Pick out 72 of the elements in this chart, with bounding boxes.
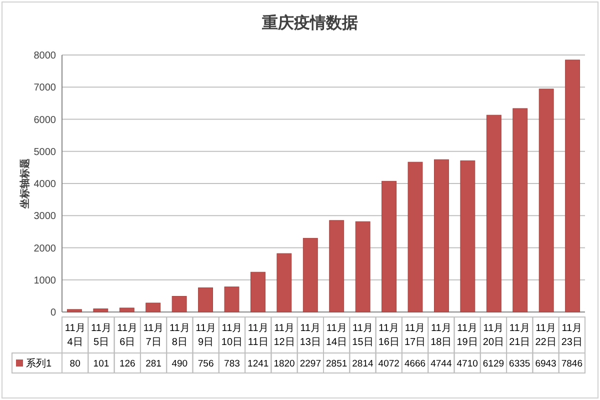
y-tick-label: 6000 bbox=[34, 114, 56, 126]
x-tick-label: 11月23日 bbox=[561, 323, 582, 348]
x-tick-label: 11月10日 bbox=[221, 323, 243, 348]
bar bbox=[250, 272, 266, 312]
x-tick-label: 11月13日 bbox=[300, 323, 321, 348]
y-tick-label: 5000 bbox=[34, 146, 56, 158]
data-label: 490 bbox=[172, 358, 188, 370]
legend-label: 系列1 bbox=[26, 358, 52, 370]
y-tick-label: 8000 bbox=[34, 50, 56, 62]
bar bbox=[302, 238, 318, 312]
x-tick-label: 11月19日 bbox=[456, 323, 478, 348]
x-tick-label: 11月16日 bbox=[378, 323, 400, 348]
x-tick-label: 11月20日 bbox=[482, 323, 504, 348]
x-tick-label: 11月15日 bbox=[352, 323, 374, 348]
x-tick-label: 11月21日 bbox=[509, 323, 530, 348]
bar bbox=[355, 221, 370, 312]
x-tick-label: 11月12日 bbox=[274, 323, 295, 348]
x-tick-label: 11月17日 bbox=[404, 323, 426, 348]
bar bbox=[408, 162, 423, 312]
data-label: 4072 bbox=[378, 358, 400, 370]
y-tick-label: 1000 bbox=[34, 275, 56, 286]
data-label: 1820 bbox=[274, 358, 295, 370]
x-tick-label: 11月9日 bbox=[196, 323, 216, 348]
data-label: 6129 bbox=[482, 358, 504, 370]
bar bbox=[276, 253, 292, 312]
bar bbox=[66, 309, 82, 312]
data-label: 783 bbox=[224, 358, 240, 370]
bar bbox=[538, 88, 554, 312]
data-label: 756 bbox=[198, 358, 214, 370]
data-label: 281 bbox=[146, 358, 162, 370]
bar bbox=[146, 302, 161, 312]
y-tick-label: 0 bbox=[50, 308, 56, 318]
bar bbox=[512, 108, 528, 312]
data-label: 6335 bbox=[509, 358, 530, 370]
y-tick-label: 3000 bbox=[34, 211, 56, 222]
data-label: 2851 bbox=[326, 358, 348, 370]
x-tick-label: 11月6日 bbox=[117, 323, 138, 348]
bar bbox=[172, 296, 187, 312]
x-tick-label: 11月4日 bbox=[64, 323, 86, 348]
data-label: 4710 bbox=[456, 358, 478, 370]
y-tick-label: 4000 bbox=[34, 179, 56, 190]
data-label: 101 bbox=[93, 358, 110, 370]
bar bbox=[329, 220, 344, 312]
bar bbox=[382, 180, 396, 312]
x-tick-label: 11月11日 bbox=[248, 323, 268, 348]
bar bbox=[119, 308, 134, 312]
bar bbox=[565, 60, 580, 312]
data-label: 126 bbox=[119, 358, 136, 370]
x-tick-label: 11月22日 bbox=[535, 323, 556, 348]
data-label: 1241 bbox=[248, 358, 269, 370]
data-label: 2297 bbox=[300, 358, 321, 370]
y-tick-label: 2000 bbox=[34, 243, 56, 254]
bar bbox=[460, 160, 476, 312]
bar bbox=[93, 308, 108, 312]
data-label: 4744 bbox=[430, 358, 452, 370]
data-label: 4666 bbox=[404, 358, 426, 370]
data-label: 6943 bbox=[535, 358, 556, 370]
data-label: 2814 bbox=[352, 358, 374, 370]
bar bbox=[434, 159, 449, 312]
bar bbox=[486, 114, 502, 312]
data-label: 80 bbox=[70, 358, 80, 370]
x-tick-label: 11月5日 bbox=[91, 323, 112, 348]
x-tick-label: 11月14日 bbox=[326, 323, 348, 348]
x-tick-label: 11月7日 bbox=[143, 323, 164, 348]
bar bbox=[224, 286, 240, 312]
chart-title: 重庆疫情数据 bbox=[261, 14, 358, 32]
y-axis-title: 坐标轴标题 bbox=[19, 158, 31, 210]
x-tick-label: 11月8日 bbox=[169, 323, 190, 348]
bar bbox=[198, 287, 213, 312]
x-tick-label: 11月18日 bbox=[430, 323, 452, 348]
data-label: 7846 bbox=[561, 358, 582, 370]
y-tick-label: 7000 bbox=[34, 82, 56, 94]
